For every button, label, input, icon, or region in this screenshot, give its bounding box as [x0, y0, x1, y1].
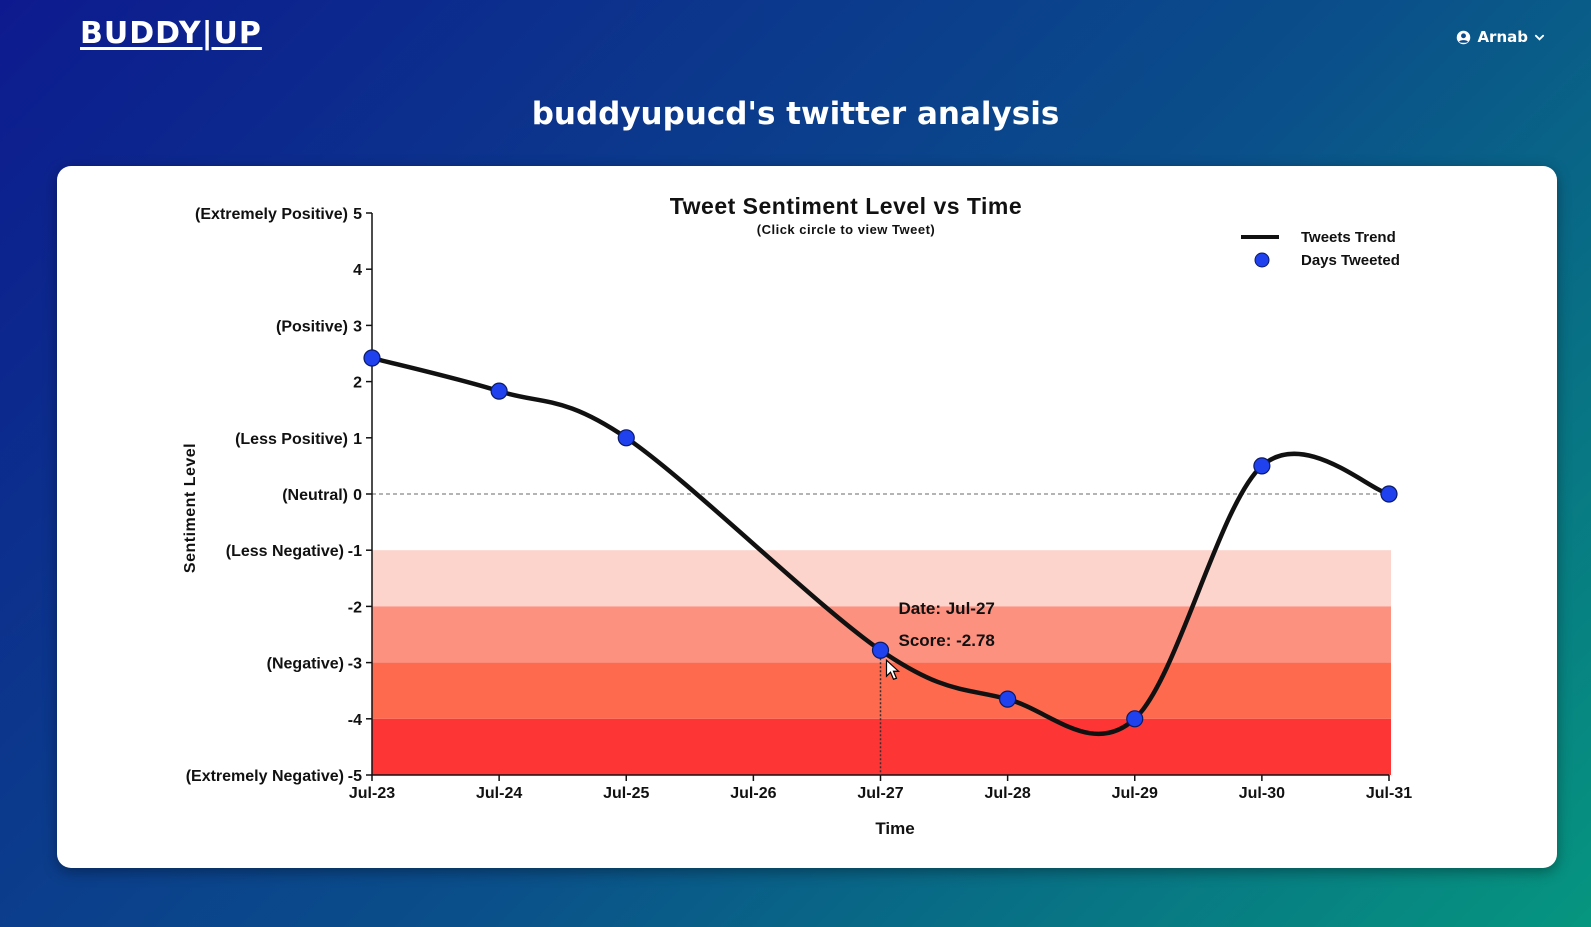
y-category-label: (Negative) [267, 656, 344, 673]
x-tick-label: Jul-24 [476, 785, 522, 802]
chart-title: Tweet Sentiment Level vs Time [670, 193, 1022, 219]
y-axis-label: Sentiment Level [182, 443, 199, 573]
data-point-jul-25[interactable] [617, 429, 635, 447]
y-tick-label: 1 [353, 431, 362, 448]
x-tick-label: Jul-29 [1112, 785, 1158, 802]
sentiment-band-0 [372, 550, 1391, 607]
y-category-label: (Positive) [276, 318, 348, 335]
y-category-label: (Extremely Negative) [186, 768, 344, 785]
chevron-down-icon [1534, 32, 1545, 43]
y-tick-label: -2 [348, 599, 362, 616]
y-tick-label: 2 [353, 375, 362, 392]
user-menu[interactable]: Arnab [1456, 28, 1545, 46]
y-tick-label: -1 [348, 543, 362, 560]
y-category-label: (Less Positive) [235, 431, 348, 448]
trend-line [369, 355, 1392, 737]
y-category-label: (Extremely Positive) [195, 206, 348, 223]
x-tick-label: Jul-27 [857, 785, 903, 802]
data-point-jul-28[interactable] [999, 690, 1017, 708]
data-point-jul-23[interactable] [363, 349, 381, 367]
y-tick-label: 5 [353, 206, 362, 223]
x-tick-label: Jul-28 [985, 785, 1031, 802]
y-tick-label: -3 [348, 656, 362, 673]
y-tick-label: 0 [353, 487, 362, 504]
y-category-label: (Neutral) [282, 487, 348, 504]
mouse-cursor-icon [885, 658, 901, 680]
tooltip: Date: Jul-27 Score: -2.78 [899, 599, 995, 650]
data-point-jul-29[interactable] [1126, 710, 1144, 728]
y-tick-label: -4 [348, 712, 362, 729]
sentiment-chart: 5 (Extremely Positive) 4 3 (Positive) 2 1 (Less… [182, 193, 1412, 838]
y-category-label: (Less Negative) [226, 543, 344, 560]
x-tick-label: Jul-30 [1239, 785, 1285, 802]
y-tick-label: 3 [353, 318, 362, 335]
y-tick-label: 4 [353, 262, 362, 279]
x-tick-label: Jul-26 [730, 785, 776, 802]
data-point-jul-27[interactable] [871, 641, 890, 659]
data-point-jul-30[interactable] [1253, 457, 1271, 475]
chart-subtitle: (Click circle to view Tweet) [757, 222, 935, 237]
data-point-jul-31[interactable] [1380, 485, 1398, 503]
tooltip-score: Score: -2.78 [899, 631, 995, 650]
y-tick-label: -5 [348, 768, 362, 785]
sentiment-band-2 [372, 662, 1391, 719]
data-point-jul-24[interactable] [490, 382, 508, 400]
sentiment-band-3 [372, 718, 1391, 775]
legend-point-swatch [1254, 252, 1270, 268]
user-name: Arnab [1477, 28, 1528, 46]
user-circle-icon [1456, 30, 1471, 45]
x-tick-label: Jul-23 [349, 785, 395, 802]
logo[interactable]: BUDDY|UP [80, 16, 262, 51]
x-axis-label: Time [875, 819, 914, 838]
x-tick-label: Jul-31 [1366, 785, 1412, 802]
legend-label-trend: Tweets Trend [1301, 229, 1396, 246]
tooltip-date: Date: Jul-27 [899, 599, 995, 618]
page-title: buddyupucd's twitter analysis [531, 96, 1060, 132]
legend: Tweets Trend Days Tweeted [1241, 229, 1400, 269]
chart-card: 5 (Extremely Positive) 4 3 (Positive) 2 1 (Less… [57, 166, 1557, 868]
x-tick-label: Jul-25 [603, 785, 649, 802]
legend-label-points: Days Tweeted [1301, 252, 1400, 269]
